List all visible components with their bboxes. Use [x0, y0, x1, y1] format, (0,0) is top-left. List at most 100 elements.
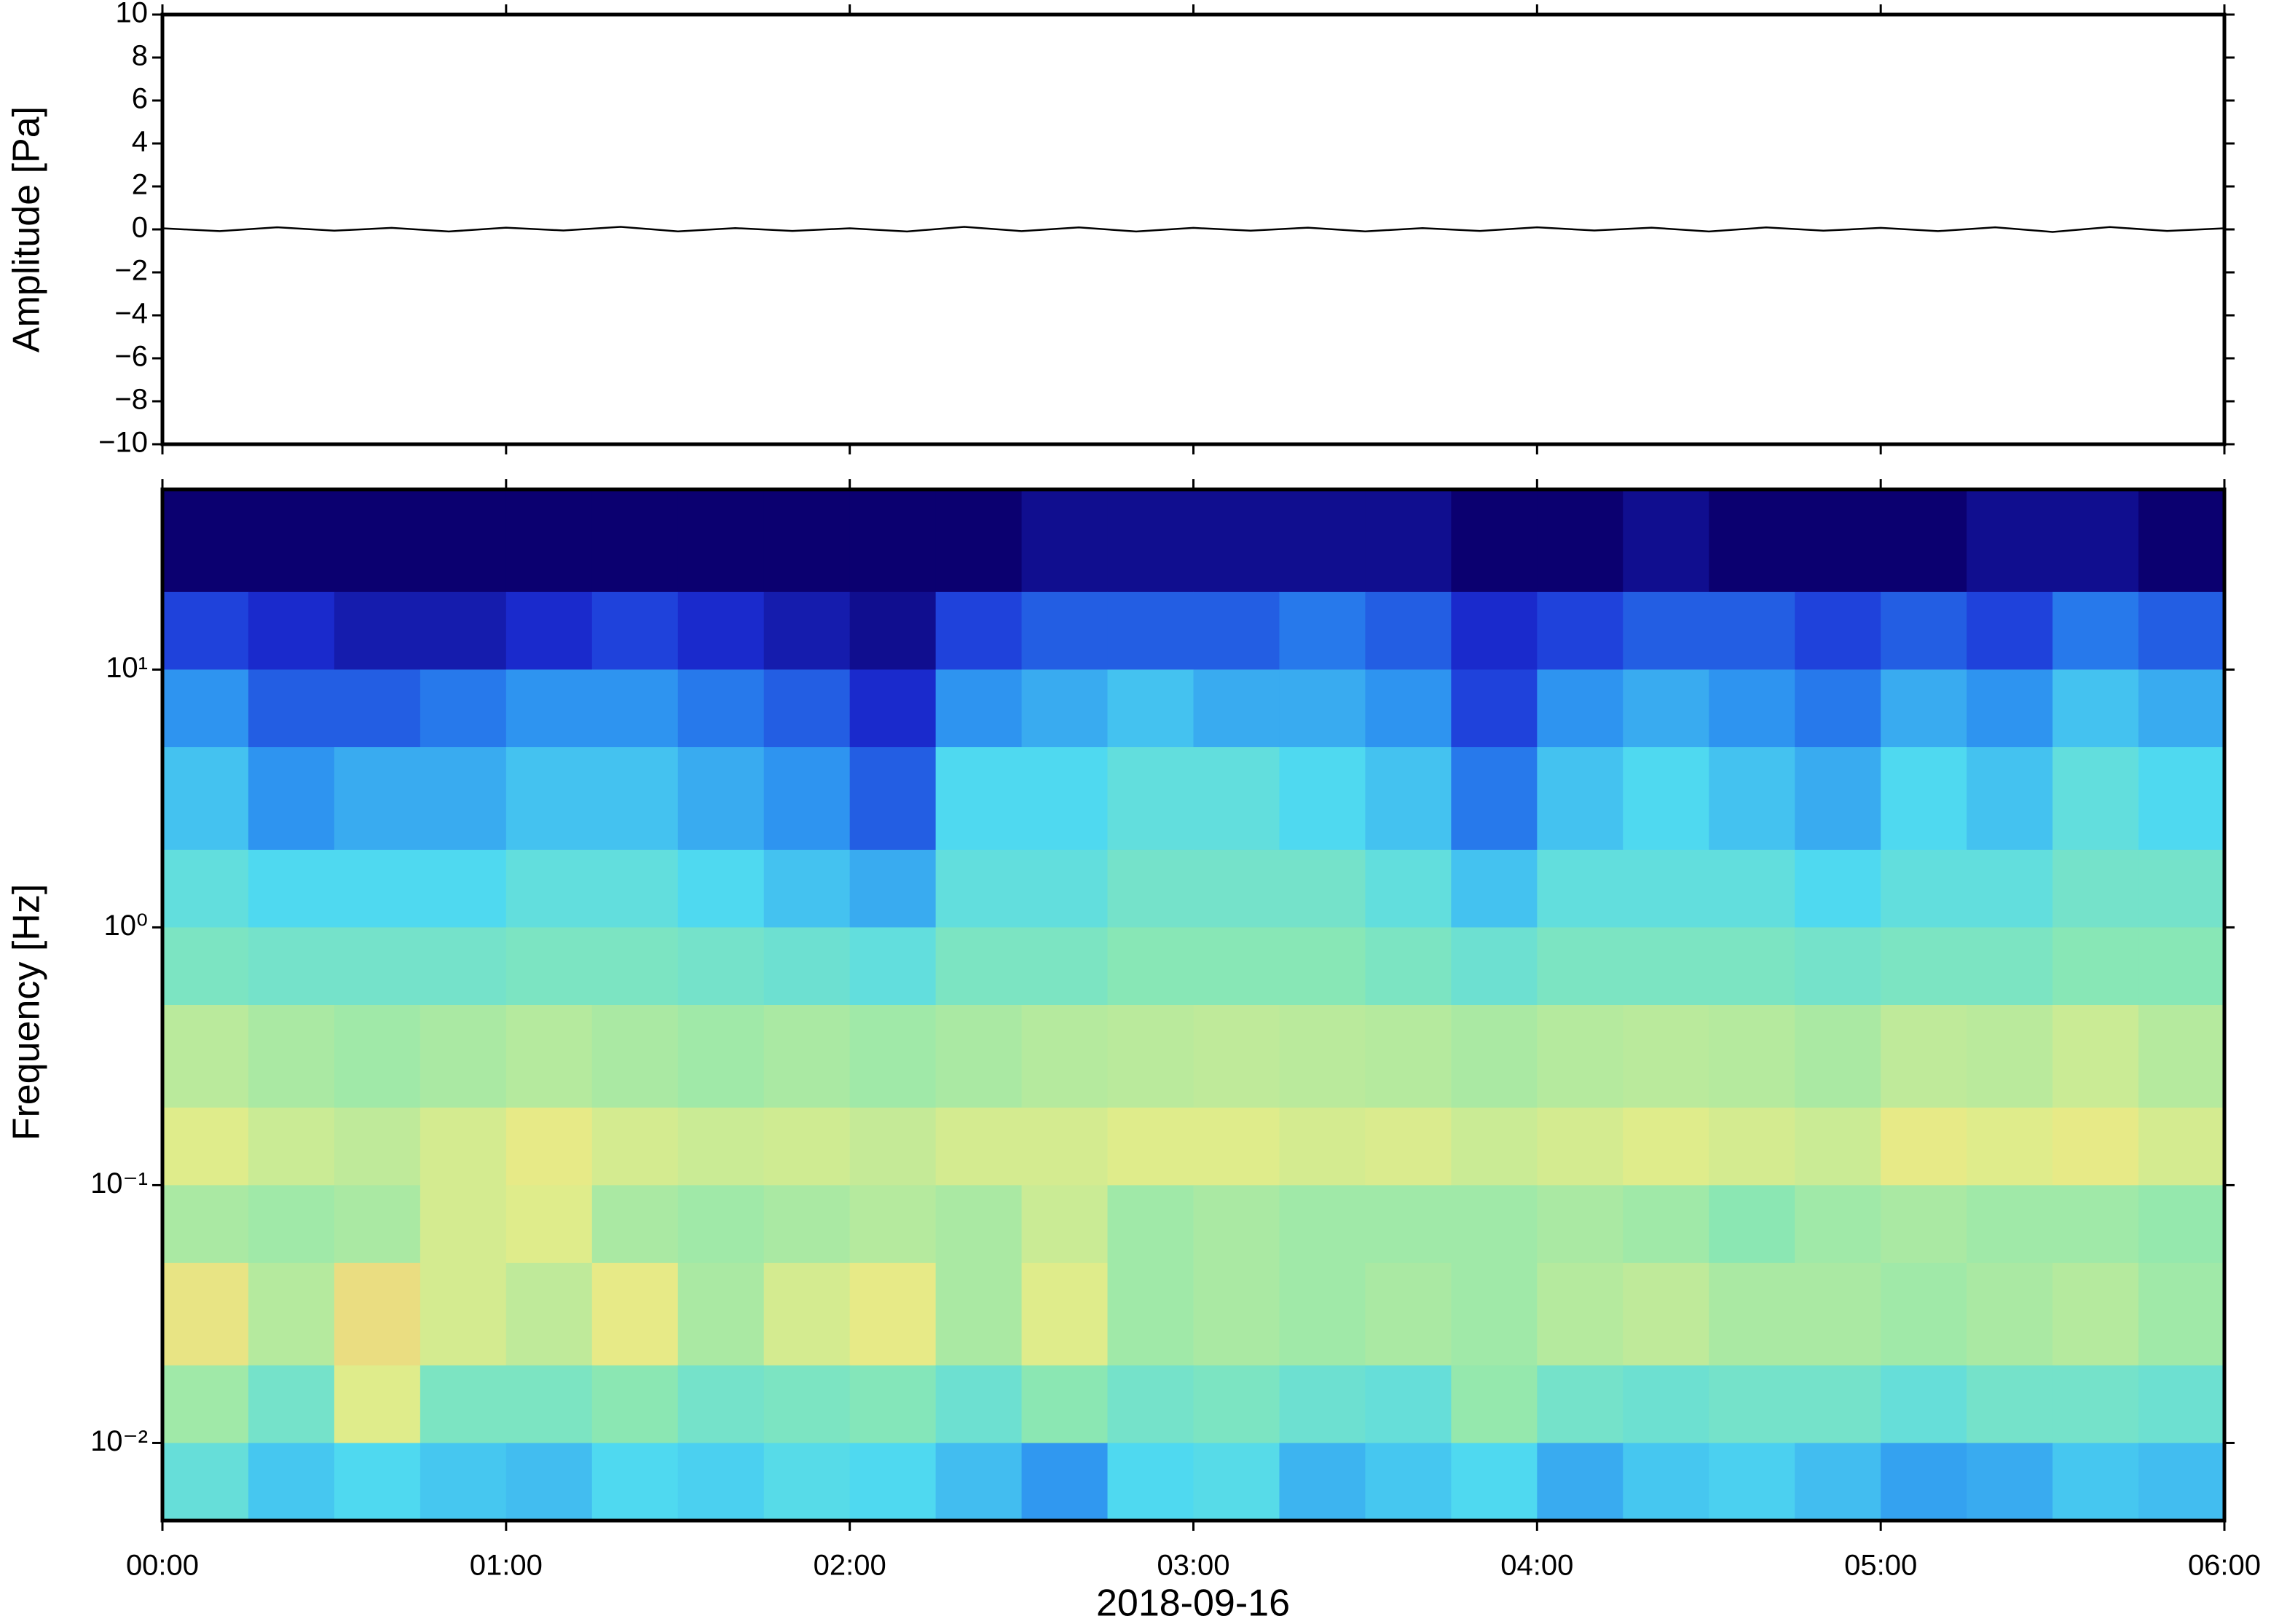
- spectrogram-cell: [1365, 1443, 1452, 1521]
- spectrogram-cell: [1193, 1443, 1280, 1521]
- spectrogram-cell: [1795, 489, 1881, 593]
- spectrogram-cell: [1107, 747, 1194, 851]
- spectrogram-cell: [248, 1005, 335, 1108]
- spectrogram-cell: [1279, 927, 1366, 1006]
- spectrogram-cell: [1365, 747, 1452, 851]
- spectrogram-cell: [420, 849, 507, 928]
- spectrogram-cell: [763, 1107, 851, 1186]
- spectrogram-cell: [334, 1263, 421, 1366]
- spectrogram-cell: [1365, 669, 1452, 748]
- spectrogram-cell: [1537, 747, 1623, 851]
- spectrogram-cell: [1451, 1107, 1538, 1186]
- spectrogram-cell: [849, 1443, 937, 1521]
- spectrogram-cell: [334, 849, 421, 928]
- spectrogram-cell: [505, 591, 593, 670]
- spectrogram-cell: [1623, 1005, 1709, 1108]
- spectrogram-cell: [2138, 747, 2225, 851]
- spectrogram-cell: [1967, 1185, 2053, 1264]
- spectrogram-cell: [1451, 591, 1538, 670]
- spectrogram-cell: [1193, 591, 1280, 670]
- spectrogram-cell: [162, 1263, 249, 1366]
- spectrogram-cell: [1193, 1365, 1280, 1443]
- spectrogram-cell: [763, 489, 851, 593]
- spectrogram-cell: [162, 1005, 249, 1108]
- spectrogram-cell: [2052, 591, 2139, 670]
- spectrogram-cell: [1623, 747, 1709, 851]
- spectrogram-cell: [420, 489, 507, 593]
- spectrogram-cell: [334, 669, 421, 748]
- spectrogram-cell: [1021, 591, 1109, 670]
- spectrogram-cell: [1279, 1185, 1366, 1264]
- spectrogram-cell: [1881, 669, 1967, 748]
- spectrogram-cell: [505, 669, 593, 748]
- spectrogram-cell: [1881, 1365, 1967, 1443]
- spectrogram-cell: [1021, 747, 1109, 851]
- spectrogram-cell: [1537, 1443, 1623, 1521]
- spectrogram-cell: [677, 1005, 765, 1108]
- spectrogram-cell: [248, 849, 335, 928]
- spectrogram-cell: [591, 1107, 679, 1186]
- spectrogram-cell: [1107, 1005, 1194, 1108]
- spectrogram-cell: [935, 1263, 1023, 1366]
- x-axis-label: 2018-09-16: [1096, 1582, 1290, 1624]
- spectrogram-cell: [1709, 1443, 1795, 1521]
- spectrogram-cell: [591, 849, 679, 928]
- spectrogram-cell: [1193, 489, 1280, 593]
- spectrogram-cell: [1623, 669, 1709, 748]
- spectrogram-cell: [248, 1263, 335, 1366]
- y-tick-label: −4: [114, 298, 148, 330]
- spectrogram-cell: [1881, 849, 1967, 928]
- spectrogram-cell: [1279, 1365, 1366, 1443]
- spectrogram-cell: [1537, 1185, 1623, 1264]
- spectrogram-cell: [1193, 849, 1280, 928]
- spectrogram-cell: [505, 927, 593, 1006]
- spectrogram-cell: [1537, 849, 1623, 928]
- spectrogram-cell: [1967, 927, 2053, 1006]
- spectrogram-cell: [248, 669, 335, 748]
- spectrogram-cell: [935, 1107, 1023, 1186]
- spectrogram-cell: [1537, 927, 1623, 1006]
- x-tick-label: 02:00: [814, 1550, 886, 1582]
- spectrogram-cell: [1623, 1185, 1709, 1264]
- spectrogram-cell: [1881, 1263, 1967, 1366]
- spectrogram-cell: [1881, 489, 1967, 593]
- spectrogram-cell: [1967, 1107, 2053, 1186]
- spectrogram-cell: [1451, 1365, 1538, 1443]
- spectrogram-cell: [1021, 1005, 1109, 1108]
- spectrogram-cell: [1795, 669, 1881, 748]
- spectrogram-cell: [162, 849, 249, 928]
- spectrogram-cell: [677, 1443, 765, 1521]
- spectrogram-cell: [248, 1107, 335, 1186]
- spectrogram-cell: [334, 1443, 421, 1521]
- spectrogram-cell: [1107, 1107, 1194, 1186]
- spectrogram-cell: [1795, 747, 1881, 851]
- spectrogram-cell: [1021, 1365, 1109, 1443]
- y-tick-label: 2: [132, 169, 148, 201]
- spectrogram-cell: [677, 1107, 765, 1186]
- spectrogram-cell: [1451, 747, 1538, 851]
- spectrogram-cell: [1279, 849, 1366, 928]
- spectrogram-cell: [1279, 489, 1366, 593]
- spectrogram-cell: [1021, 927, 1109, 1006]
- spectrogram-cell: [1451, 1185, 1538, 1264]
- spectrogram-cell: [1279, 591, 1366, 670]
- spectrogram-cell: [334, 1005, 421, 1108]
- spectrogram-cell: [248, 489, 335, 593]
- spectrogram-cell: [1881, 1185, 1967, 1264]
- spectrogram-cell: [1623, 591, 1709, 670]
- spectrogram-cell: [2052, 1107, 2139, 1186]
- y-tick-label: 0: [132, 212, 148, 244]
- spectrogram-cell: [1623, 849, 1709, 928]
- spectrogram-cell: [591, 1005, 679, 1108]
- spectrogram-cell: [591, 927, 679, 1006]
- spectrogram-cell: [1537, 1005, 1623, 1108]
- spectrogram-cell: [420, 1107, 507, 1186]
- spectrogram-cell: [935, 1365, 1023, 1443]
- spectrogram-cell: [334, 489, 421, 593]
- spectrogram-cell: [677, 669, 765, 748]
- spectrogram-cell: [849, 1365, 937, 1443]
- y-tick-label: 8: [132, 40, 148, 72]
- spectrogram-cell: [248, 1443, 335, 1521]
- spectrogram-cell: [1967, 1365, 2053, 1443]
